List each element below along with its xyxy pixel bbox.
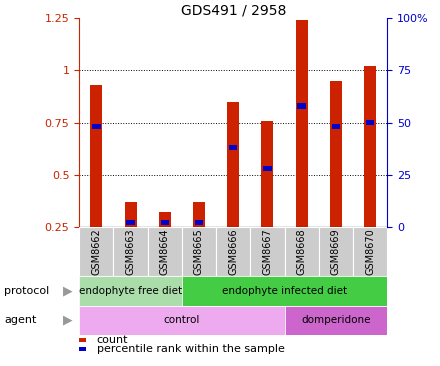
Text: GSM8669: GSM8669 <box>331 228 341 275</box>
Bar <box>90 85 102 227</box>
Text: protocol: protocol <box>4 286 50 296</box>
Bar <box>229 145 238 150</box>
Text: ▶: ▶ <box>63 284 73 298</box>
Text: GSM8670: GSM8670 <box>365 228 375 275</box>
Bar <box>79 227 114 276</box>
Bar <box>366 120 374 125</box>
Bar <box>114 227 148 276</box>
Text: endophyte free diet: endophyte free diet <box>79 286 182 296</box>
Text: agent: agent <box>4 315 37 325</box>
Bar <box>285 306 387 335</box>
Bar <box>297 103 306 109</box>
Text: GSM8665: GSM8665 <box>194 228 204 275</box>
Bar <box>148 227 182 276</box>
Bar <box>159 212 171 227</box>
Bar <box>332 124 340 130</box>
Text: control: control <box>164 315 200 325</box>
Text: GSM8667: GSM8667 <box>262 228 272 275</box>
Bar <box>79 276 182 306</box>
Bar <box>195 220 203 225</box>
Bar <box>250 227 285 276</box>
Text: GSM8663: GSM8663 <box>125 228 136 275</box>
Bar <box>182 227 216 276</box>
Title: GDS491 / 2958: GDS491 / 2958 <box>180 3 286 17</box>
Text: GSM8664: GSM8664 <box>160 228 170 275</box>
Bar <box>285 227 319 276</box>
Bar <box>216 227 250 276</box>
Text: domperidone: domperidone <box>301 315 370 325</box>
Text: count: count <box>97 335 128 345</box>
Bar <box>193 202 205 227</box>
Bar <box>227 102 239 227</box>
Bar <box>126 220 135 225</box>
Bar <box>125 202 136 227</box>
Text: GSM8666: GSM8666 <box>228 228 238 275</box>
Bar <box>79 306 285 335</box>
Bar <box>364 66 376 227</box>
Bar <box>319 227 353 276</box>
Bar <box>353 227 387 276</box>
Bar <box>263 166 271 171</box>
Bar <box>296 20 308 227</box>
Text: percentile rank within the sample: percentile rank within the sample <box>97 344 285 354</box>
Text: ▶: ▶ <box>63 314 73 327</box>
Text: GSM8662: GSM8662 <box>92 228 101 275</box>
Bar <box>92 124 100 130</box>
Bar <box>182 276 387 306</box>
Text: GSM8668: GSM8668 <box>297 228 307 275</box>
Bar <box>261 120 273 227</box>
Text: endophyte infected diet: endophyte infected diet <box>222 286 347 296</box>
Bar <box>330 81 342 227</box>
Bar <box>161 220 169 225</box>
